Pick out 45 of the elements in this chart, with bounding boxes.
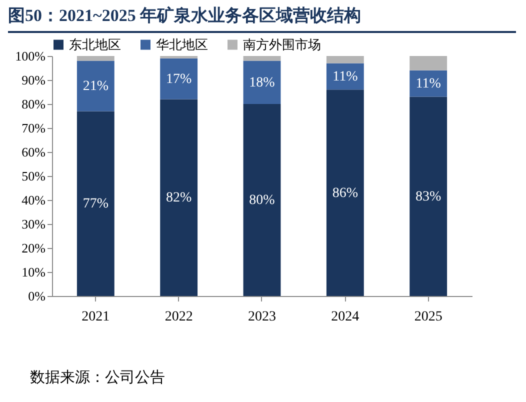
y-tick-label: 10% xyxy=(22,264,46,280)
y-tick-label: 70% xyxy=(22,120,46,136)
bar xyxy=(326,56,364,64)
bar xyxy=(410,56,448,70)
data-label: 82% xyxy=(166,190,192,206)
source-note: 数据来源：公司公告 xyxy=(30,368,165,387)
data-label: 80% xyxy=(249,193,276,208)
data-label: 86% xyxy=(332,186,358,201)
x-tick-label: 2025 xyxy=(414,310,442,324)
bar xyxy=(243,56,281,61)
bar xyxy=(160,58,198,100)
x-tick-label: 2023 xyxy=(248,310,276,324)
data-label: 11% xyxy=(416,76,442,92)
data-label: 11% xyxy=(332,69,358,84)
data-label: 18% xyxy=(249,75,276,90)
data-label: 21% xyxy=(82,79,109,94)
y-tick-label: 30% xyxy=(22,216,46,232)
data-label: 17% xyxy=(166,72,192,87)
y-tick-label: 0% xyxy=(28,288,46,304)
y-tick-label: 90% xyxy=(22,72,46,88)
bar xyxy=(76,56,114,61)
y-tick-label: 80% xyxy=(22,96,46,112)
bar xyxy=(410,96,448,296)
y-tick-label: 40% xyxy=(22,192,46,208)
y-tick-label: 20% xyxy=(22,240,46,256)
y-tick-label: 50% xyxy=(22,168,46,184)
bar xyxy=(76,60,114,112)
data-label: 77% xyxy=(82,196,109,212)
x-tick-label: 2022 xyxy=(164,310,193,324)
x-tick-label: 2021 xyxy=(82,310,110,324)
x-tick-label: 2024 xyxy=(331,310,360,324)
bar xyxy=(243,60,281,104)
legend-label: 东北地区 xyxy=(69,36,121,52)
y-tick-label: 100% xyxy=(15,48,46,64)
bar xyxy=(326,90,364,296)
chart-title: 图50：2021~2025 年矿泉水业务各区域营收结构 xyxy=(8,4,516,33)
data-label: 83% xyxy=(416,189,442,204)
bar xyxy=(243,104,281,296)
bar xyxy=(326,63,364,90)
y-tick-label: 60% xyxy=(22,144,46,160)
legend-label: 华北地区 xyxy=(156,36,208,52)
legend-label: 南方外围市场 xyxy=(243,36,321,52)
bar xyxy=(410,70,448,97)
bar xyxy=(76,111,114,296)
bar xyxy=(160,99,198,296)
